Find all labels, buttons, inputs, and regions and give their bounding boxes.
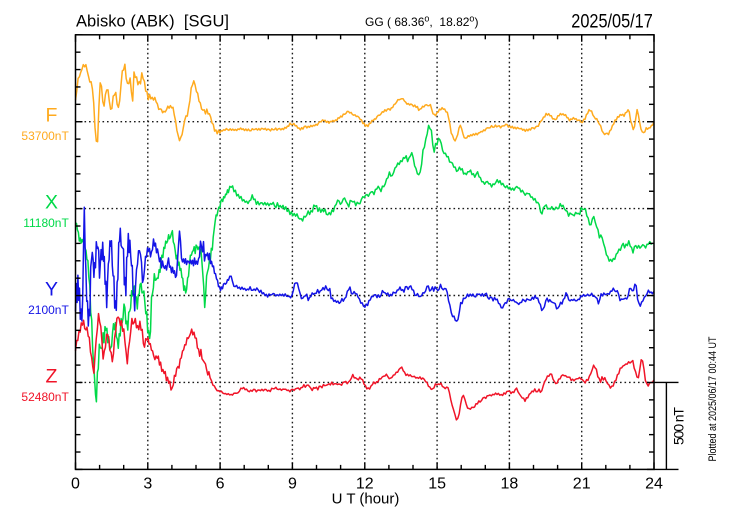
svg-text:U T (hour): U T (hour) — [332, 491, 400, 508]
svg-text:2025/05/17: 2025/05/17 — [571, 11, 653, 33]
svg-text:9: 9 — [288, 476, 297, 493]
svg-text:X: X — [45, 192, 58, 214]
svg-text:500 nT: 500 nT — [671, 407, 687, 445]
svg-text:3: 3 — [143, 476, 152, 493]
svg-text:12: 12 — [356, 476, 374, 493]
svg-text:24: 24 — [645, 476, 663, 493]
svg-text:21: 21 — [573, 476, 591, 493]
svg-text:53700nT: 53700nT — [21, 129, 69, 143]
svg-text:18: 18 — [501, 476, 519, 493]
svg-text:0: 0 — [71, 476, 80, 493]
svg-text:Abisko (ABK) [SGU]: Abisko (ABK) [SGU] — [76, 12, 229, 30]
svg-text:6: 6 — [216, 476, 225, 493]
svg-text:F: F — [46, 105, 58, 127]
svg-text:GG ( 68.36o, 18.82o): GG ( 68.36o, 18.82o) — [365, 14, 478, 29]
svg-text:Y: Y — [45, 279, 58, 301]
svg-text:52480nT: 52480nT — [21, 390, 69, 404]
svg-text:2100nT: 2100nT — [28, 303, 69, 317]
svg-text:11180nT: 11180nT — [23, 216, 69, 230]
svg-text:15: 15 — [428, 476, 446, 493]
svg-text:Plotted at 2025/06/17 00:44 UT: Plotted at 2025/06/17 00:44 UT — [707, 336, 719, 461]
svg-text:Z: Z — [46, 365, 58, 387]
